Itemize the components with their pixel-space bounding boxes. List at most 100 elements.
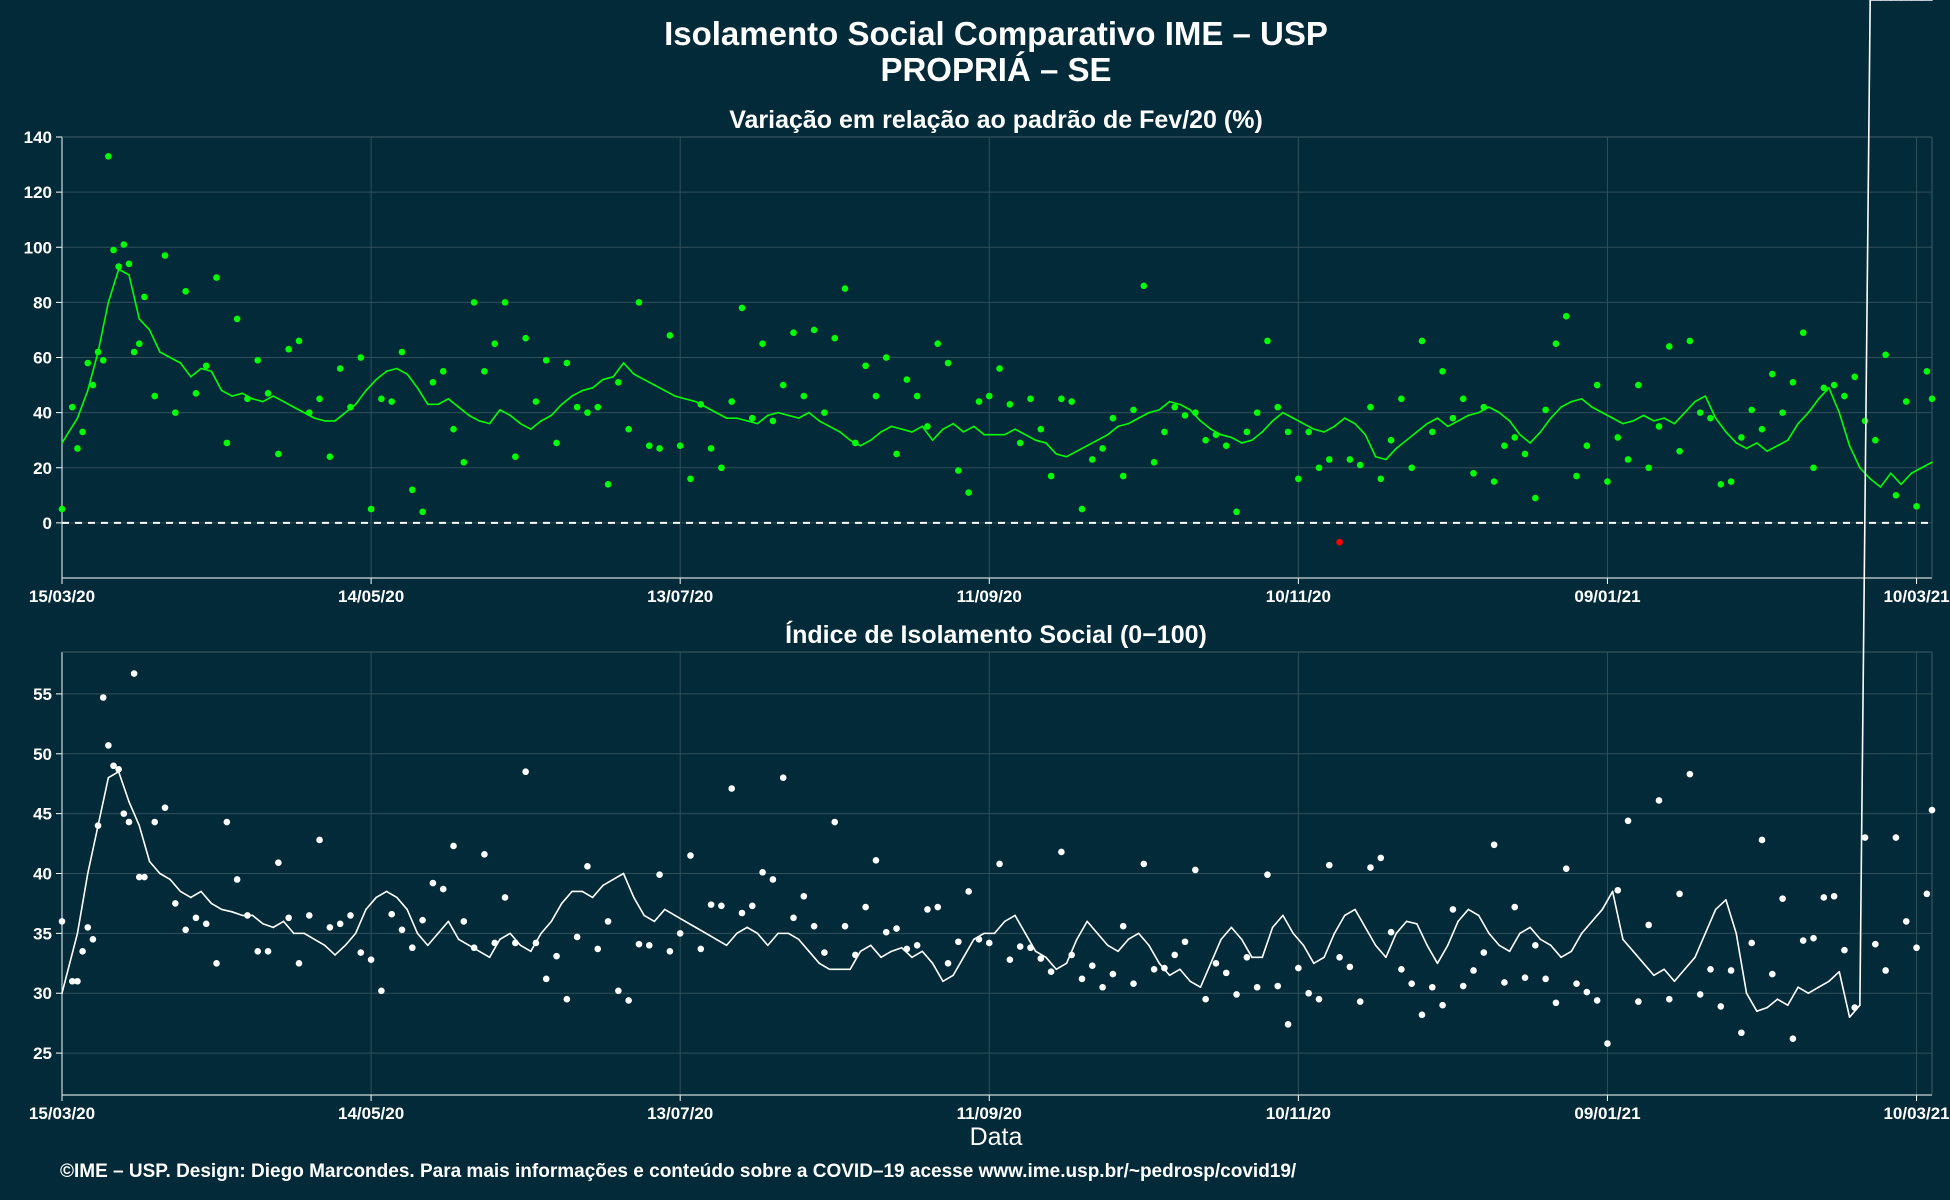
top-daily-point xyxy=(1398,395,1405,403)
top-daily-point xyxy=(213,274,220,281)
bottom-daily-point xyxy=(1779,895,1786,902)
top-daily-point xyxy=(1593,381,1601,389)
bottom-daily-point xyxy=(584,863,591,870)
bottom-moving-average-segment xyxy=(797,938,810,953)
bottom-daily-point xyxy=(94,822,102,829)
bottom-moving-average-segment xyxy=(1106,944,1119,953)
top-moving-average-segment xyxy=(1251,431,1264,441)
bottom-moving-average-segment xyxy=(643,914,656,923)
top-moving-average-segment xyxy=(117,268,130,276)
top-daily-point xyxy=(1542,406,1549,414)
bottom-moving-average-segment xyxy=(117,770,130,803)
bottom-moving-average-segment xyxy=(622,872,635,899)
bottom-daily-point xyxy=(1861,834,1869,841)
bottom-daily-point xyxy=(1830,892,1838,900)
bottom-daily-point xyxy=(1233,991,1240,998)
top-moving-average-segment xyxy=(1529,431,1542,444)
top-daily-point xyxy=(1604,478,1611,485)
bottom-moving-average-segment xyxy=(220,908,233,913)
bottom-moving-average-segment xyxy=(540,920,553,935)
bottom-moving-average-segment xyxy=(1055,962,1068,971)
top-moving-average-segment xyxy=(540,414,553,422)
top-x-tick-label: 15/03/20 xyxy=(29,587,95,606)
top-moving-average-segment xyxy=(1282,411,1295,419)
bottom-moving-average-segment xyxy=(1230,926,1243,941)
top-daily-point xyxy=(1820,384,1828,392)
top-moving-average-segment xyxy=(622,362,635,375)
bottom-daily-point xyxy=(460,918,468,925)
top-moving-average-segment xyxy=(1199,420,1212,430)
top-daily-point xyxy=(1459,395,1467,403)
bottom-moving-average-segment xyxy=(313,938,326,947)
top-moving-average-segment xyxy=(1910,466,1923,475)
top-moving-average-segment xyxy=(1889,472,1902,486)
bottom-moving-average-segment xyxy=(725,932,738,947)
top-panel-plot-area: 0 20 40 60 80 100 120 140 15/03/20 14/05/20 13/07/… xyxy=(24,128,1950,606)
bottom-moving-average-segment xyxy=(1776,998,1789,1007)
top-daily-point xyxy=(913,392,921,400)
top-daily-point xyxy=(1779,409,1786,416)
top-moving-average-segment xyxy=(736,417,748,422)
top-moving-average-segment xyxy=(1900,472,1913,486)
bottom-daily-point xyxy=(305,912,313,919)
top-moving-average-segment xyxy=(797,411,810,419)
top-moving-average-segment xyxy=(1024,433,1037,441)
top-moving-average-segment xyxy=(1086,439,1099,447)
top-daily-point xyxy=(821,409,828,416)
bottom-daily-point xyxy=(213,959,220,967)
top-daily-point xyxy=(1264,337,1271,345)
bottom-moving-average-segment xyxy=(509,932,522,947)
top-moving-average-segment xyxy=(1725,431,1738,444)
bottom-daily-point xyxy=(1181,938,1189,946)
top-daily-point xyxy=(115,263,122,270)
bottom-daily-point xyxy=(1789,1035,1797,1043)
bottom-moving-average-segment xyxy=(97,776,110,827)
bottom-daily-point xyxy=(110,762,117,770)
bottom-moving-average-segment xyxy=(942,974,955,983)
bottom-daily-point xyxy=(347,912,354,919)
bottom-moving-average-segment xyxy=(1622,938,1635,953)
bottom-daily-point xyxy=(1068,951,1075,959)
top-daily-point xyxy=(759,340,766,348)
top-moving-average-segment xyxy=(179,362,192,378)
bottom-daily-point xyxy=(1006,956,1014,964)
bottom-moving-average-segment xyxy=(1117,938,1130,953)
top-daily-point xyxy=(326,453,334,461)
top-daily-point xyxy=(367,505,375,513)
top-moving-average-segment xyxy=(262,395,275,403)
bottom-daily-point xyxy=(223,818,231,826)
bottom-daily-point xyxy=(1459,982,1467,990)
top-y-tick-label: 40 xyxy=(33,404,52,423)
bottom-moving-average-segment xyxy=(1632,950,1645,965)
top-moving-average-segment xyxy=(1488,406,1501,414)
top-moving-average-segment xyxy=(1508,420,1521,436)
top-daily-point xyxy=(985,392,993,400)
bottom-moving-average-segment xyxy=(406,908,419,935)
chart-title: Isolamento Social Comparativo IME – USP xyxy=(664,15,1328,52)
top-daily-point xyxy=(810,326,818,334)
bottom-daily-point xyxy=(1140,860,1148,868)
bottom-daily-point xyxy=(1387,928,1395,936)
bottom-daily-point xyxy=(635,940,643,948)
bottom-daily-point xyxy=(135,873,143,881)
bottom-daily-point xyxy=(1686,770,1694,778)
bottom-moving-average-segment xyxy=(1374,944,1387,959)
bottom-moving-average-segment xyxy=(107,770,120,779)
bottom-moving-average-segment xyxy=(602,878,615,887)
bottom-daily-point xyxy=(1913,944,1920,952)
top-daily-point xyxy=(893,450,900,458)
bottom-daily-point xyxy=(264,948,272,955)
bottom-x-tick-label: 10/11/20 xyxy=(1266,1104,1331,1123)
chart-subtitle: PROPRIÁ – SE xyxy=(880,51,1111,88)
bottom-daily-point xyxy=(115,766,122,773)
top-daily-point xyxy=(718,464,725,472)
bottom-moving-average-segment xyxy=(633,896,645,917)
bottom-daily-point xyxy=(996,860,1003,868)
bottom-moving-average-segment xyxy=(911,950,924,959)
bottom-daily-point xyxy=(1851,1004,1859,1011)
top-moving-average-segment xyxy=(468,414,481,422)
bottom-moving-average-segment xyxy=(365,896,378,911)
top-daily-point xyxy=(1325,456,1333,463)
top-daily-point xyxy=(625,425,632,433)
top-moving-average-segment xyxy=(1137,411,1150,419)
